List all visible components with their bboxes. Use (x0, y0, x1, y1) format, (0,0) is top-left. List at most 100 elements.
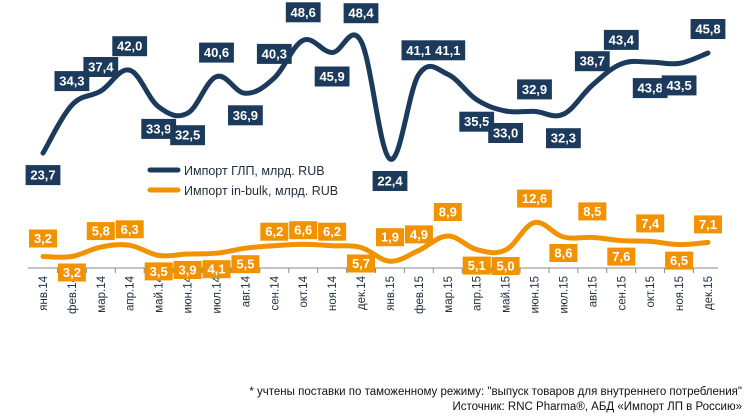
x-tick-label: апр.14 (125, 275, 137, 311)
inbulk-data-label-box (578, 202, 607, 221)
glp-data-label: 40,6 (204, 45, 229, 60)
series-inbulk: 3,2 3,2 5,8 6,3 3,5 3,9 4,1 5,5 6,2 6,6 6,2 5,7 1,9 4… (29, 189, 722, 282)
x-tick-label: окт.15 (645, 276, 657, 308)
inbulk-data-label: 7,4 (641, 216, 660, 231)
inbulk-data-label-box (29, 229, 57, 248)
inbulk-data-label: 5,0 (497, 259, 515, 274)
inbulk-data-label-box (231, 255, 260, 274)
glp-data-label: 41,1 (435, 43, 460, 58)
x-tick-label: июл.14 (212, 275, 224, 313)
inbulk-data-label: 6,5 (670, 253, 688, 268)
glp-data-label-box (141, 118, 177, 139)
glp-data-label-box (546, 128, 581, 149)
inbulk-data-label-box (289, 221, 318, 240)
x-tick-label: дек.14 (356, 275, 368, 310)
x-tick-label: авг.15 (587, 276, 599, 307)
inbulk-data-label-box (549, 244, 578, 262)
glp-data-label: 32,9 (522, 82, 547, 97)
glp-data-label: 32,3 (551, 131, 576, 146)
inbulk-data-label: 8,5 (583, 204, 601, 219)
inbulk-data-label-box (144, 262, 173, 281)
glp-data-label: 33,9 (146, 121, 171, 136)
inbulk-data-label-box (694, 215, 722, 234)
glp-data-label: 43,5 (666, 78, 691, 93)
glp-data-label: 34,3 (59, 74, 84, 89)
x-tick-label: янв.15 (385, 276, 397, 311)
x-tick-label: сен.15 (616, 276, 628, 310)
x-tick-label: мар.14 (96, 275, 108, 312)
glp-data-label: 43,8 (638, 81, 663, 96)
inbulk-data-label-box (517, 189, 552, 208)
glp-data-label: 41,1 (406, 43, 431, 58)
glp-data-label-box (661, 75, 697, 96)
inbulk-data-label-box (607, 247, 636, 266)
inbulk-data-label-box (115, 220, 144, 239)
x-axis-ticks: янв.14 фев.14 мар.14 апр.14 май.14 июн.14 июл.… (38, 268, 715, 314)
x-tick-label: апр.15 (472, 276, 484, 311)
glp-data-label-box (401, 40, 437, 61)
glp-data-label-box (256, 43, 292, 64)
glp-data-label-box (603, 29, 639, 50)
inbulk-data-label-box (173, 261, 202, 279)
x-tick-label: мар.15 (443, 276, 455, 313)
inbulk-data-label-box (636, 214, 665, 233)
inbulk-data-label: 12,6 (522, 191, 547, 206)
inbulk-data-label: 3,5 (150, 264, 168, 279)
glp-data-label-box (170, 125, 205, 146)
inbulk-data-label-box (318, 222, 347, 241)
inbulk-data-label: 1,9 (381, 230, 399, 245)
footnote-source: Источник: RNC Pharma®, АБД «Импорт ЛП в … (452, 401, 742, 413)
glp-data-label-box (517, 79, 552, 100)
glp-data-label: 37,4 (88, 60, 114, 75)
x-tick-label: май.14 (154, 275, 166, 312)
legend: Импорт ГЛП, млрд. RUB Импорт in-bulk, мл… (147, 164, 338, 198)
glp-data-label-box (199, 42, 234, 63)
x-tick-label: июн.15 (530, 276, 542, 313)
inbulk-data-label: 8,6 (554, 246, 572, 261)
glp-data-label-box (574, 51, 610, 72)
glp-data-label: 23,7 (30, 168, 55, 183)
glp-data-label-box (372, 171, 408, 191)
glp-data-label-box (314, 66, 350, 87)
x-tick-label: дек.15 (703, 276, 715, 310)
x-tick-label: фев.15 (414, 276, 426, 314)
inbulk-data-label: 7,1 (699, 217, 717, 232)
series-glp: 23,7 34,3 37,442,0 33,9 32,5 40,6 36,9 40,3 48,6… (25, 2, 726, 191)
glp-line (40, 32, 711, 162)
glp-data-label: 42,0 (117, 39, 142, 54)
x-tick-label: авг.14 (240, 275, 252, 307)
inbulk-data-label: 5,5 (236, 257, 254, 272)
x-tick-label: окт.14 (298, 275, 310, 307)
inbulk-data-label: 6,6 (294, 223, 312, 238)
inbulk-data-label-box (665, 251, 694, 270)
x-tick-label: ноя.15 (674, 276, 686, 311)
inbulk-data-label: 3,2 (63, 265, 81, 280)
glp-data-label: 38,7 (580, 54, 605, 69)
x-tick-label: фев.14 (67, 275, 79, 314)
inbulk-data-label: 5,8 (92, 224, 110, 239)
inbulk-data-label-box (260, 222, 289, 241)
inbulk-data-label: 4,9 (410, 227, 428, 242)
glp-data-label-box (488, 123, 523, 143)
glp-data-label-box (25, 165, 61, 186)
inbulk-data-label: 8,9 (439, 205, 457, 220)
glp-data-label-box (632, 78, 668, 99)
glp-data-label: 45,9 (319, 69, 344, 84)
glp-data-label: 22,4 (377, 174, 403, 189)
inbulk-data-label-box (202, 260, 231, 279)
x-tick-label: май.15 (501, 276, 513, 313)
inbulk-data-label: 6,2 (323, 224, 341, 239)
inbulk-data-label: 4,1 (207, 262, 225, 277)
inbulk-data-label: 6,3 (121, 222, 139, 237)
glp-data-label: 48,6 (291, 5, 316, 20)
inbulk-data-label: 3,2 (34, 231, 52, 246)
x-tick-label: сен.14 (269, 275, 281, 310)
glp-data-label-box (285, 2, 321, 23)
inbulk-data-label-box (347, 254, 375, 273)
inbulk-data-label-box (433, 203, 462, 221)
glp-data-label: 40,3 (262, 46, 287, 61)
x-tick-label: июн.14 (183, 275, 195, 313)
glp-data-label: 48,4 (348, 6, 374, 21)
x-tick-label: ноя.14 (327, 275, 339, 311)
